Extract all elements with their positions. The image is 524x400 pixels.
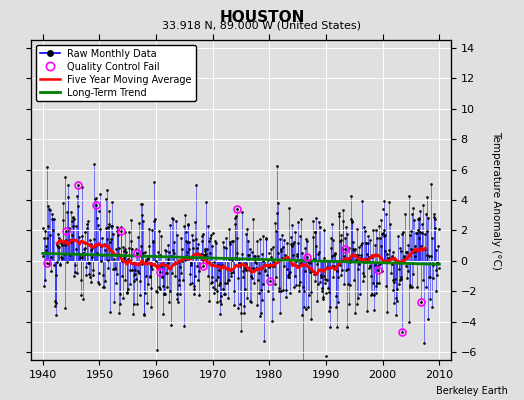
Y-axis label: Temperature Anomaly (°C): Temperature Anomaly (°C) [491,130,501,270]
Text: HOUSTON: HOUSTON [220,10,304,25]
Legend: Raw Monthly Data, Quality Control Fail, Five Year Moving Average, Long-Term Tren: Raw Monthly Data, Quality Control Fail, … [36,45,196,101]
Text: 33.918 N, 89.000 W (United States): 33.918 N, 89.000 W (United States) [162,20,362,30]
Text: Berkeley Earth: Berkeley Earth [436,386,508,396]
